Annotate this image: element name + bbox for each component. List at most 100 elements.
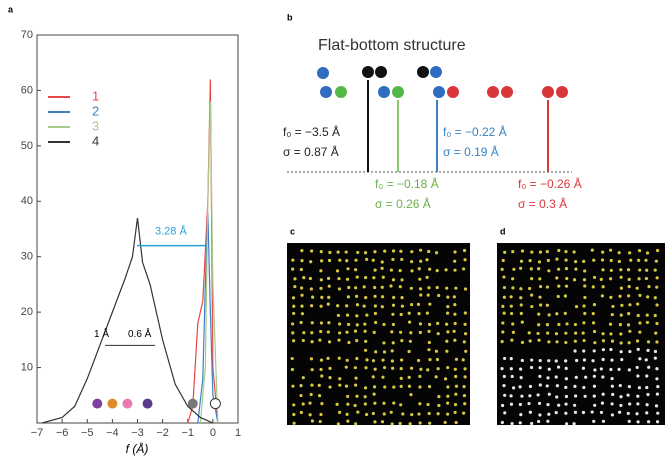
particle [436, 269, 439, 272]
particle [636, 395, 639, 398]
particle [601, 258, 604, 261]
particle [374, 312, 377, 315]
particle [355, 295, 358, 298]
annotation-f: f₀ = −0.18 Å [375, 176, 439, 191]
particle [310, 383, 313, 386]
particle [520, 312, 523, 315]
particle [381, 260, 384, 263]
particle [601, 332, 604, 335]
particle [582, 339, 585, 342]
particle [501, 305, 504, 308]
particle [291, 268, 294, 271]
particle [646, 295, 649, 298]
particle [400, 278, 403, 281]
particle [454, 287, 457, 290]
particle [417, 412, 420, 415]
particle [628, 350, 631, 353]
particle [444, 421, 447, 424]
particle [611, 385, 614, 388]
particle [573, 349, 576, 352]
particle [591, 359, 594, 362]
particle [338, 331, 341, 334]
particle [536, 393, 539, 396]
particle [346, 278, 349, 281]
particle [291, 368, 294, 371]
particle [463, 367, 466, 370]
particle [419, 421, 422, 424]
particle [602, 393, 605, 396]
particle [426, 403, 429, 406]
particle [428, 323, 431, 326]
particle [401, 412, 404, 415]
particle [364, 366, 367, 369]
particle [400, 367, 403, 370]
particle [539, 366, 542, 369]
particle [655, 303, 658, 306]
particle [399, 403, 402, 406]
particle [617, 368, 620, 371]
particle [656, 385, 659, 388]
particle [546, 285, 549, 288]
particle [538, 296, 541, 299]
particle [656, 420, 659, 423]
particle [521, 249, 524, 252]
particle [354, 383, 357, 386]
particle [565, 422, 568, 425]
particle [437, 412, 440, 415]
atoms [317, 66, 568, 98]
particle [446, 385, 449, 388]
particle [501, 404, 504, 407]
particle [583, 278, 586, 281]
particle [425, 258, 428, 261]
particle [583, 284, 586, 287]
particle [528, 287, 531, 290]
particle [427, 330, 430, 333]
particle [291, 385, 294, 388]
particle [593, 375, 596, 378]
particle [435, 350, 438, 353]
particle [619, 332, 622, 335]
particle [365, 314, 368, 317]
particle [320, 402, 323, 405]
particle [512, 386, 515, 389]
particle [356, 303, 359, 306]
particle [601, 294, 604, 297]
particle [609, 332, 612, 335]
particle [575, 305, 578, 308]
particle [381, 305, 384, 308]
particle [509, 295, 512, 298]
particle [383, 366, 386, 369]
particle [583, 269, 586, 272]
particle [593, 368, 596, 371]
particle [501, 321, 504, 324]
particle [373, 402, 376, 405]
particle [593, 341, 596, 344]
particle [427, 250, 430, 253]
particle [592, 285, 595, 288]
particle [374, 321, 377, 324]
y-tick-label: 70 [21, 29, 33, 41]
particle [319, 413, 322, 416]
particle [629, 259, 632, 262]
particle [300, 305, 303, 308]
particle [609, 323, 612, 326]
particle [338, 377, 341, 380]
particle [354, 376, 357, 379]
particle [373, 420, 376, 423]
particle [583, 296, 586, 299]
particle [628, 285, 631, 288]
particle [310, 357, 313, 360]
particle [555, 276, 558, 279]
particle [327, 277, 330, 280]
particle [293, 277, 296, 280]
particle [611, 393, 614, 396]
particle [564, 341, 567, 344]
particle [445, 350, 448, 353]
particle [575, 376, 578, 379]
particle [354, 286, 357, 289]
particle [437, 395, 440, 398]
particle [610, 259, 613, 262]
particle [627, 312, 630, 315]
particle [437, 332, 440, 335]
particle [382, 402, 385, 405]
